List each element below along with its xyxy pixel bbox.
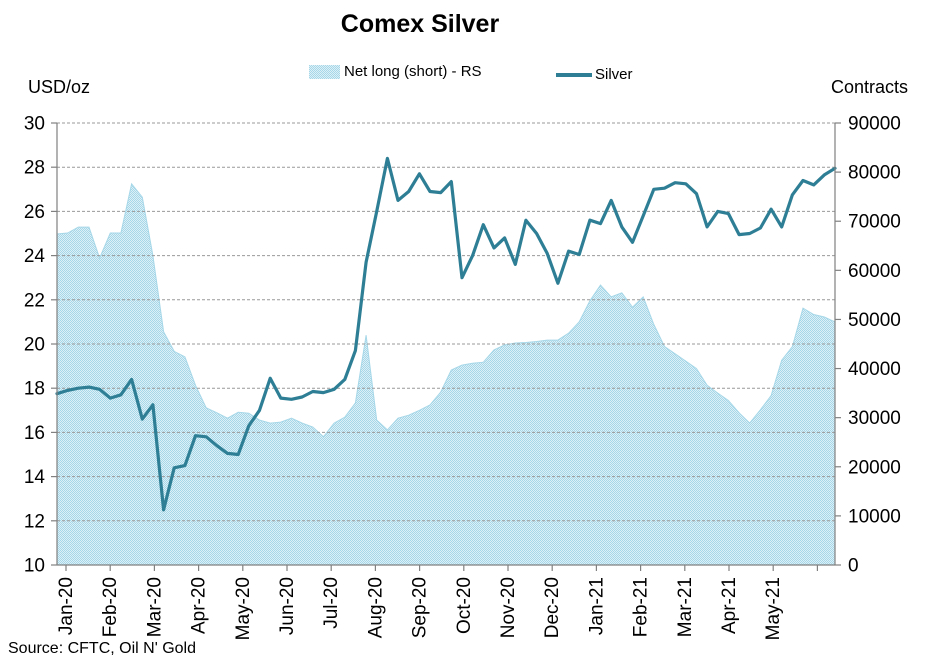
legend-item-net-long: Net long (short) - RS — [309, 63, 482, 80]
silver-line-series — [55, 156, 837, 512]
x-axis-tick-label: Mar-21 — [675, 577, 696, 637]
legend-label-silver: Silver — [595, 66, 633, 83]
left-axis-tick-label: 16 — [24, 423, 45, 444]
x-axis-tick-label: Oct-20 — [454, 577, 475, 634]
right-axis-tick-label: 0 — [848, 556, 859, 577]
chart-title: Comex Silver — [340, 10, 500, 38]
x-axis-tick-label: Nov-20 — [498, 577, 519, 638]
left-axis-tick-label: 20 — [24, 335, 45, 356]
source-note: Source: CFTC, Oil N' Gold — [8, 640, 196, 657]
x-axis-tick-label: Feb-20 — [100, 577, 121, 637]
left-axis-tick-label: 10 — [24, 556, 45, 577]
right-axis-tick-label: 50000 — [848, 310, 901, 331]
x-axis-tick-label: Jan-20 — [56, 577, 77, 635]
x-axis-tick-label: Jun-20 — [277, 577, 298, 635]
right-axis-tick-label: 60000 — [848, 261, 901, 282]
net-long-swatch — [309, 64, 340, 79]
x-axis-tick-label: Aug-20 — [365, 577, 386, 638]
legend-label-net-long: Net long (short) - RS — [344, 63, 482, 80]
x-axis-tick-label: Jan-21 — [586, 577, 607, 635]
left-axis-caption: USD/oz — [28, 77, 91, 97]
x-axis-tick-label: Feb-21 — [631, 577, 652, 637]
left-axis-tick-label: 14 — [24, 467, 46, 488]
right-axis-tick-label: 30000 — [848, 408, 901, 429]
left-axis-tick-label: 30 — [24, 114, 45, 135]
x-axis-tick-label: May-20 — [233, 577, 254, 640]
x-axis-tick-label: Apr-20 — [189, 577, 210, 634]
left-axis-tick-label: 12 — [24, 511, 45, 532]
x-axis-tick-label: Dec-20 — [542, 577, 563, 638]
x-axis-tick-label: Apr-21 — [719, 577, 740, 634]
right-axis-tick-label: 40000 — [848, 359, 901, 380]
x-axis-tick-label: May-21 — [763, 577, 784, 640]
x-axis-tick-label: Mar-20 — [144, 577, 165, 637]
silver-line-swatch — [556, 72, 592, 77]
right-axis-tick-label: 90000 — [848, 114, 901, 135]
right-axis-caption: Contracts — [831, 77, 909, 97]
left-axis-tick-label: 18 — [24, 379, 45, 400]
right-axis-tick-label: 70000 — [848, 212, 901, 233]
right-axis-tick-label: 20000 — [848, 457, 901, 478]
left-axis-tick-label: 26 — [24, 202, 45, 223]
x-axis-tick-label: Jul-20 — [321, 577, 342, 629]
left-axis-tick-label: 28 — [24, 158, 45, 179]
left-axis-tick-label: 22 — [24, 290, 45, 311]
right-axis-tick-label: 80000 — [848, 163, 901, 184]
left-axis-tick-label: 24 — [24, 246, 46, 267]
net-long-area-series — [56, 182, 836, 566]
right-axis-tick-label: 10000 — [848, 506, 901, 527]
x-axis-tick-label: Sep-20 — [410, 577, 431, 638]
legend-item-silver: Silver — [556, 66, 633, 83]
